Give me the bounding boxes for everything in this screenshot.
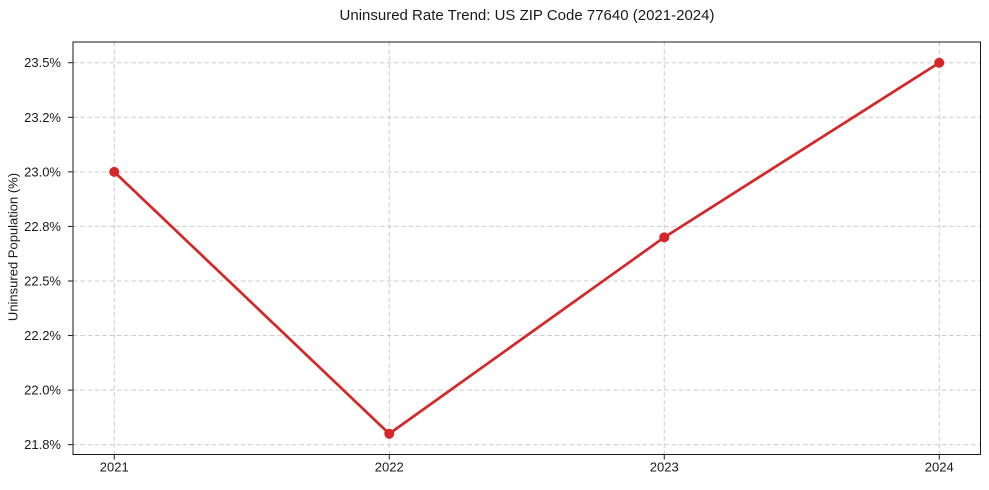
x-tick-label: 2021 xyxy=(100,460,129,475)
y-tick-label: 23.0% xyxy=(24,164,61,179)
data-point-2021 xyxy=(109,166,120,177)
y-tick-label: 22.8% xyxy=(24,219,61,234)
data-point-2023 xyxy=(659,232,670,243)
y-tick-label: 22.0% xyxy=(24,383,61,398)
x-tick-label: 2022 xyxy=(375,460,404,475)
data-point-2024 xyxy=(934,57,945,68)
x-tick-label: 2024 xyxy=(925,460,954,475)
y-tick-label: 21.8% xyxy=(24,437,61,452)
y-tick-label: 22.2% xyxy=(24,328,61,343)
y-tick-label: 22.5% xyxy=(24,273,61,288)
trend-line xyxy=(112,61,941,436)
data-point-2022 xyxy=(384,428,395,439)
chart-title: Uninsured Rate Trend: US ZIP Code 77640 … xyxy=(339,7,715,24)
x-tick-label: 2023 xyxy=(650,460,679,475)
y-tick-label: 23.2% xyxy=(24,110,61,125)
y-tick-label: 23.5% xyxy=(24,55,61,70)
plot-frame xyxy=(72,41,981,455)
